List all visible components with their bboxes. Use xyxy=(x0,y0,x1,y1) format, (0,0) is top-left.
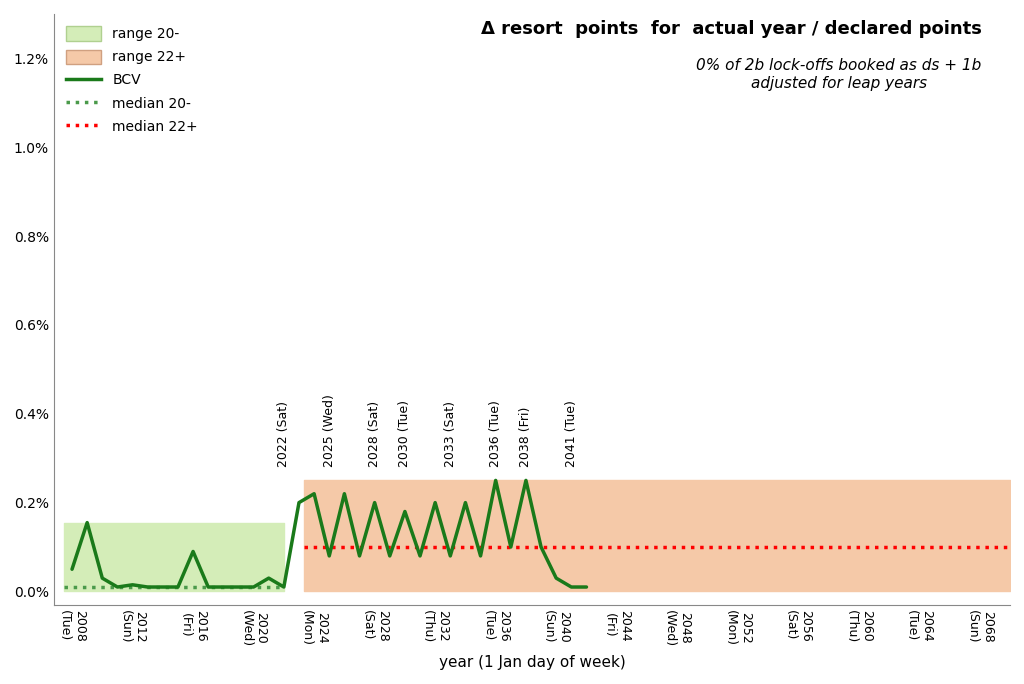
Text: 0% of 2b lock-offs booked as ds + 1b
adjusted for leap years: 0% of 2b lock-offs booked as ds + 1b adj… xyxy=(696,58,981,90)
X-axis label: year (1 Jan day of week): year (1 Jan day of week) xyxy=(438,655,626,670)
Legend: range 20-, range 22+, BCV, median 20-, median 22+: range 20-, range 22+, BCV, median 20-, m… xyxy=(60,21,204,140)
Text: 2030 (Tue): 2030 (Tue) xyxy=(398,400,412,467)
Text: 2025 (Wed): 2025 (Wed) xyxy=(323,394,336,467)
Text: 2022 (Sat): 2022 (Sat) xyxy=(278,401,291,467)
Text: 2041 (Tue): 2041 (Tue) xyxy=(565,400,578,467)
Text: 2033 (Sat): 2033 (Sat) xyxy=(443,401,457,467)
Text: 2038 (Fri): 2038 (Fri) xyxy=(519,407,532,467)
Text: 2036 (Tue): 2036 (Tue) xyxy=(489,400,502,467)
Text: 2028 (Sat): 2028 (Sat) xyxy=(369,401,381,467)
Text: Δ resort  points  for  actual year / declared points: Δ resort points for actual year / declar… xyxy=(480,20,981,38)
